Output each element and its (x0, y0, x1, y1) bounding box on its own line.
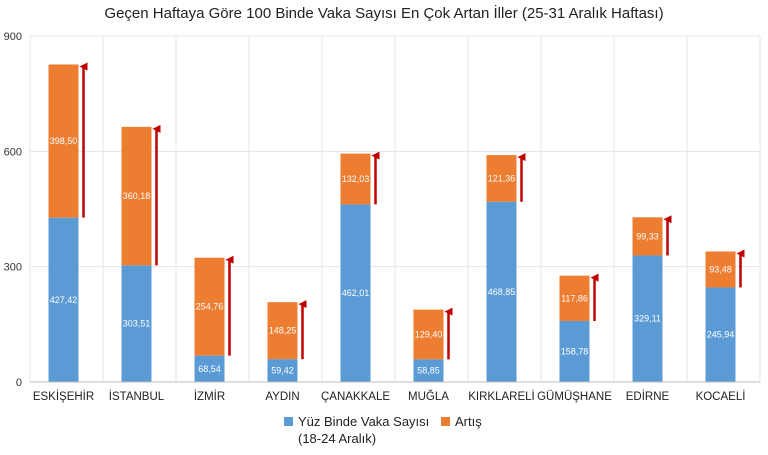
x-tick-label: ÇANAKKALE (321, 391, 390, 403)
legend-swatch-orange (441, 417, 450, 426)
y-tick-label: 900 (4, 31, 22, 43)
x-tick-label: AYDIN (265, 391, 299, 403)
bar-segment-base (267, 359, 298, 382)
data-label-base: 427,42 (50, 295, 78, 305)
legend-label-series-1-line2: (18-24 Aralık) (298, 431, 377, 446)
data-label-increase: 132,03 (342, 174, 370, 184)
data-label-increase: 360,18 (123, 191, 151, 201)
data-label-increase: 121,36 (488, 173, 516, 183)
bar-segment-base (486, 201, 517, 382)
bar-segment-base (559, 320, 590, 382)
bar-segment-increase (632, 217, 663, 256)
x-tick-label: ESKİŞEHİR (33, 390, 94, 403)
bar-segment-base (632, 255, 663, 382)
data-label-base: 303,51 (123, 319, 151, 329)
data-label-base: 462,01 (342, 288, 370, 298)
bar-segment-increase (267, 302, 298, 360)
legend-label-series-2: Artış (455, 414, 482, 429)
bar-segment-increase (194, 257, 225, 356)
legend-swatch-blue (284, 417, 293, 426)
legend-item-series-2: Artış (441, 414, 482, 429)
bar-segment-increase (413, 309, 444, 360)
data-label-base: 68,54 (198, 364, 221, 374)
axes: 0 300 600 900 ESKİŞEHİR İSTANBUL İZMİR AYDIN ÇAN… (4, 31, 760, 403)
bar-segment-increase (340, 153, 371, 205)
x-tick-label: İSTANBUL (109, 390, 165, 403)
bar-segment-base (48, 217, 79, 382)
bar-segment-base (121, 265, 152, 382)
y-tick-label: 300 (4, 262, 22, 274)
data-label-base: 58,85 (417, 366, 440, 376)
chart-title: Geçen Haftaya Göre 100 Binde Vaka Sayısı… (104, 5, 664, 22)
bar-segment-increase (48, 64, 79, 218)
data-labels: 427,42 398,50 303,51 360,18 68,54 254,76 59,42… (50, 136, 735, 376)
data-label-increase: 254,76 (196, 302, 224, 312)
increase-arrows (79, 62, 745, 360)
data-label-increase: 398,50 (50, 136, 78, 146)
bars (48, 64, 736, 382)
data-label-increase: 148,25 (269, 326, 297, 336)
x-tick-label: İZMİR (194, 390, 225, 403)
bar-segment-base (413, 359, 444, 382)
data-label-base: 329,11 (634, 314, 661, 324)
bar-segment-increase (705, 251, 736, 288)
bar-segment-base (340, 204, 371, 382)
data-label-base: 158,78 (561, 346, 589, 356)
data-label-increase: 93,48 (709, 264, 732, 274)
data-label-increase: 99,33 (636, 231, 659, 241)
x-tick-label: MUĞLA (408, 390, 449, 403)
data-label-increase: 129,40 (415, 330, 443, 340)
data-label-base: 59,42 (271, 366, 294, 376)
bar-segment-increase (486, 155, 517, 202)
legend-label-series-1: Yüz Binde Vaka Sayısı (298, 414, 430, 429)
x-tick-label: EDİRNE (626, 390, 670, 403)
x-tick-label: KIRKLARELİ (468, 390, 534, 403)
y-tick-label: 0 (16, 377, 22, 389)
data-label-base: 468,85 (488, 287, 516, 297)
x-tick-label: GÜMÜŞHANE (537, 391, 612, 403)
bar-segment-base (705, 287, 736, 382)
bar-segment-increase (121, 126, 152, 266)
data-label-base: 245,94 (707, 330, 735, 340)
x-tick-label: KOCAELİ (696, 390, 746, 403)
y-tick-label: 600 (4, 146, 22, 158)
legend-item-series-1: Yüz Binde Vaka Sayısı (284, 414, 429, 429)
data-label-increase: 117,86 (561, 293, 588, 303)
bar-segment-base (194, 355, 225, 382)
bar-segment-increase (559, 275, 590, 321)
